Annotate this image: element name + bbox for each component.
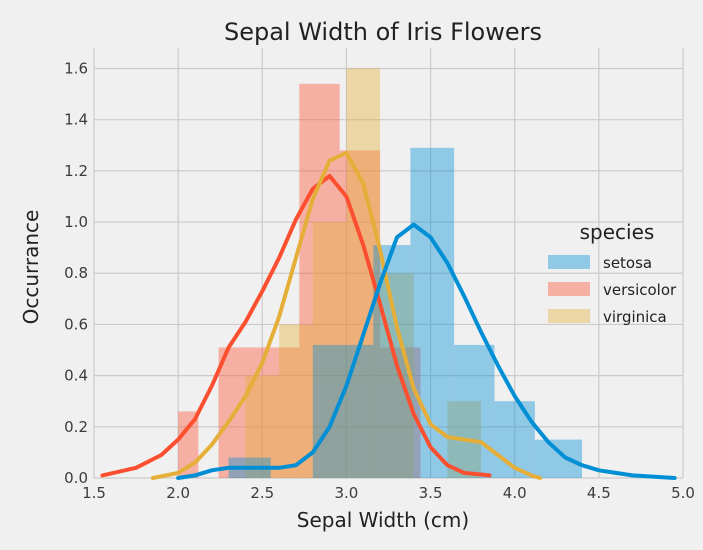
legend-label-virginica: virginica (603, 308, 667, 326)
histogram-bars (178, 68, 583, 479)
histogram-bar-setosa (312, 344, 374, 478)
x-axis-label: Sepal Width (cm) (297, 508, 469, 532)
kde-lines (100, 150, 677, 480)
histogram-bar-virginica (346, 68, 381, 478)
kde-line-versicolor (100, 174, 492, 478)
x-tick-label: 5.0 (671, 484, 695, 502)
x-tick-labels: 1.5 2.0 2.5 3.0 3.5 4.0 4.5 5.0 (82, 484, 695, 502)
histogram-bar-versicolor (339, 150, 381, 478)
y-tick-label: 1.2 (64, 162, 88, 180)
x-tick-label: 3.0 (334, 484, 358, 502)
histogram-bar-versicolor (218, 347, 259, 478)
legend-label-versicolor: versicolor (603, 281, 677, 299)
y-tick-label: 0.8 (64, 264, 88, 282)
x-tick-label: 4.0 (503, 484, 527, 502)
histogram-bar-setosa (534, 439, 583, 478)
histogram-bar-virginica (245, 375, 280, 478)
x-tick-label: 2.5 (250, 484, 274, 502)
legend-label-setosa: setosa (603, 254, 652, 272)
histogram-bar-versicolor (258, 347, 300, 478)
y-tick-label: 0.2 (64, 418, 88, 436)
histogram-bar-virginica (312, 222, 347, 478)
y-tick-label: 0.0 (64, 469, 88, 487)
x-tick-label: 2.0 (166, 484, 190, 502)
x-tick-label: 4.5 (587, 484, 611, 502)
chart-title: Sepal Width of Iris Flowers (224, 18, 542, 46)
legend-swatch-setosa (548, 255, 590, 269)
histogram-bar-virginica (279, 324, 313, 478)
legend: species setosa versicolor virginica (548, 220, 677, 326)
histogram-bar-setosa (454, 344, 495, 478)
y-tick-labels: 0.0 0.2 0.4 0.6 0.8 1.0 1.2 1.4 1.6 (64, 59, 88, 487)
kde-line-virginica (150, 150, 542, 480)
histogram-bar-versicolor (299, 83, 340, 478)
legend-title: species (580, 220, 655, 244)
kde-line-setosa (176, 222, 677, 480)
y-tick-label: 0.4 (64, 367, 88, 385)
grid (93, 48, 684, 479)
histogram-bar-setosa (410, 147, 455, 479)
legend-swatch-versicolor (548, 282, 590, 296)
x-tick-label: 1.5 (82, 484, 106, 502)
legend-swatch-virginica (548, 309, 590, 323)
y-tick-label: 1.0 (64, 213, 88, 231)
x-tick-label: 3.5 (419, 484, 443, 502)
y-axis-label: Occurrance (19, 210, 43, 325)
y-tick-label: 0.6 (64, 315, 88, 333)
y-tick-label: 1.4 (64, 111, 88, 129)
y-tick-label: 1.6 (64, 59, 88, 77)
